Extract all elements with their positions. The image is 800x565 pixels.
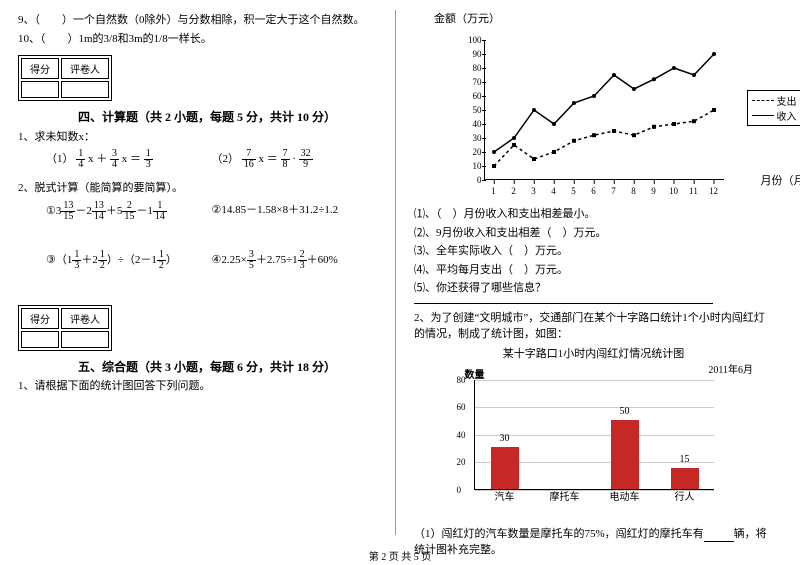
sub-question: ⑵、9月份收入和支出相差（ ）万元。 (414, 225, 773, 242)
chart1-x-title: 月份（月） (761, 172, 800, 188)
score-box-5: 得分 评卷人 (18, 305, 112, 351)
sub-question: ⑸、你还获得了哪些信息？ (414, 280, 773, 297)
problem-5-1: 1、请根据下面的统计图回答下列问题。 (18, 378, 377, 395)
sub-question: ⑶、全年实际收入（ ）万元。 (414, 243, 773, 260)
calc-row-1: ①31315－21314＋5215－1114 ②14.85－1.58×8＋31.… (46, 201, 377, 222)
chart-lines (484, 40, 724, 180)
chart2-y-title: 数量 (465, 366, 485, 381)
blank-field[interactable] (704, 530, 734, 542)
equation-1: （1） 14 x ＋ 34 x ＝ 13 (46, 149, 212, 170)
answer-line (414, 303, 713, 304)
calc-2: ②14.85－1.58×8＋31.2÷1.2 (212, 201, 378, 222)
problem-2: 2、脱式计算（能简算的要简算）。 (18, 180, 377, 197)
left-column: 9、（ ）一个自然数（0除外）与分数相除，积一定大于这个自然数。 10、（ ）1… (0, 0, 395, 545)
score-hdr: 得分 (21, 308, 59, 329)
calc-3: ③（113＋212）÷（2－112） (46, 250, 212, 271)
problem-1: 1、求未知数x： (18, 129, 377, 146)
page-footer: 第 2 页 共 5 页 (0, 548, 800, 563)
calc-4: ④2.25×35＋2.75÷123＋60% (212, 250, 378, 271)
sub-question: ⑴、（ ）月份收入和支出相差最小。 (414, 206, 773, 223)
grader-hdr: 评卷人 (61, 58, 109, 79)
problem-r2: 2、为了创建“文明城市”，交通部门在某个十字路口统计1个小时内闯红灯的情况，制成… (414, 310, 773, 343)
legend-solid-icon (752, 115, 774, 116)
eq-row-1: （1） 14 x ＋ 34 x ＝ 13 （2） 716 x ＝ 78 · 32… (46, 149, 377, 170)
sub-question: ⑷、平均每月支出（ ）万元。 (414, 262, 773, 279)
bar: 50 (611, 420, 639, 489)
legend-expense: 支出 (777, 93, 797, 108)
calc-row-2: ③（113＋212）÷（2－112） ④2.25×35＋2.75÷123＋60% (46, 250, 377, 271)
grader-hdr: 评卷人 (61, 308, 109, 329)
equation-2: （2） 716 x ＝ 78 · 329 (212, 149, 378, 170)
bar: 15 (671, 468, 699, 489)
question-list: ⑴、（ ）月份收入和支出相差最小。 ⑵、9月份收入和支出相差（ ）万元。⑶、全年实… (414, 206, 773, 297)
page: 9、（ ）一个自然数（0除外）与分数相除，积一定大于这个自然数。 10、（ ）1… (0, 0, 800, 545)
right-column: 金额（万元） 支出 收入 月份（月） 010203040506070809010… (396, 0, 791, 545)
section-5-title: 五、综合题（共 3 小题，每题 6 分，共计 18 分） (78, 358, 336, 376)
section-4-title: 四、计算题（共 2 小题，每题 5 分，共计 10 分） (78, 108, 336, 126)
line-chart: 支出 收入 月份（月） 0102030405060708090100 12345… (454, 30, 734, 200)
chart-legend: 支出 收入 (747, 90, 800, 126)
chart1-y-title: 金额（万元） (434, 10, 773, 26)
legend-dash-icon (752, 100, 774, 101)
chart2-title: 某十字路口1小时内闯红灯情况统计图 (414, 345, 773, 361)
question-10: 10、（ ）1m的3/8和3m的1/8一样长。 (18, 31, 377, 48)
legend-income: 收入 (777, 108, 797, 123)
bar: 30 (491, 447, 519, 488)
question-9: 9、（ ）一个自然数（0除外）与分数相除，积一定大于这个自然数。 (18, 12, 377, 29)
calc-1: ①31315－21314＋5215－1114 (46, 201, 212, 222)
score-hdr: 得分 (21, 58, 59, 79)
bar-chart: 数量 020406080汽车30摩托车电动车50行人15 (464, 380, 724, 520)
score-box-4: 得分 评卷人 (18, 55, 112, 101)
